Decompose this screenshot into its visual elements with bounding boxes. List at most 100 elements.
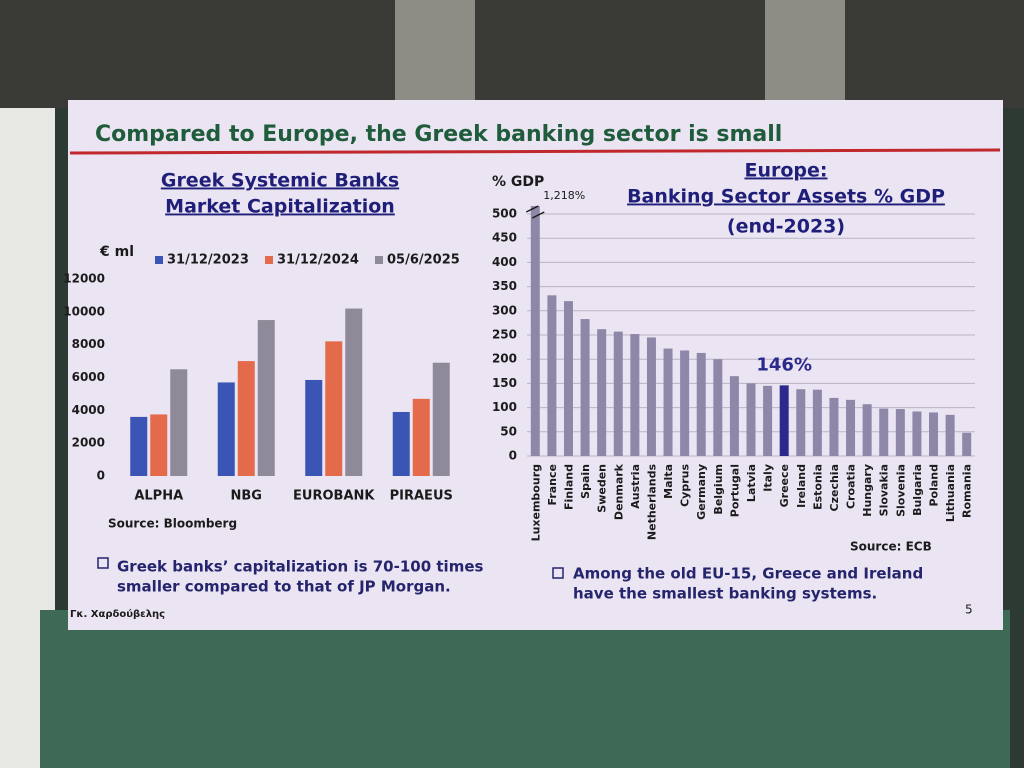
legend-label: 31/12/2023: [167, 253, 249, 268]
bar: [846, 399, 856, 456]
bar: [862, 404, 872, 456]
x-tick-label: France: [546, 464, 559, 505]
x-tick-label: Finland: [562, 464, 575, 510]
bar: [412, 398, 430, 476]
x-tick-label: NBG: [231, 489, 262, 504]
bar: [613, 331, 623, 456]
bar: [763, 385, 773, 456]
x-tick-label: Greece: [778, 464, 791, 507]
x-tick-label: Austria: [629, 464, 642, 509]
bar: [305, 379, 323, 476]
bar: [962, 432, 972, 456]
x-tick-label: Italy: [762, 464, 775, 492]
x-tick-label: Czechia: [828, 464, 841, 511]
x-tick-label: Belgium: [712, 464, 725, 515]
bar: [713, 359, 723, 456]
x-tick-label: Croatia: [845, 464, 858, 509]
bar: [563, 301, 573, 456]
chart-title: Market Capitalization: [165, 196, 395, 218]
bullet: [97, 557, 109, 569]
y-tick-label: 350: [492, 279, 517, 293]
legend-swatch: [265, 256, 273, 264]
axis-break: [525, 205, 539, 213]
bar: [597, 329, 607, 456]
bar: [150, 414, 168, 476]
x-tick-label: Cyprus: [679, 464, 692, 507]
value-label: 146%: [756, 354, 812, 375]
x-tick-label: Ireland: [795, 464, 808, 508]
bar: [325, 341, 343, 476]
note: have the smallest banking systems.: [573, 585, 877, 603]
y-tick-label: 500: [492, 207, 517, 221]
bar: [663, 348, 673, 456]
y-tick-label: 12000: [63, 272, 105, 286]
note: Greek banks’ capitalization is 70-100 ti…: [117, 558, 483, 576]
x-tick-label: Poland: [928, 464, 941, 507]
plot-area: [130, 308, 450, 476]
source: Source: Bloomberg: [108, 517, 237, 531]
x-tick-label: Sweden: [596, 464, 609, 513]
x-tick-label: Denmark: [612, 463, 625, 520]
bar: [945, 414, 955, 456]
y-tick-label: 150: [492, 376, 517, 390]
x-tick-label: Germany: [695, 464, 708, 520]
stage-base: [40, 610, 1010, 768]
chart-title: Greek Systemic Banks: [161, 170, 399, 192]
value-label: 1,218%: [543, 189, 585, 202]
chart-subtitle: (end-2023): [727, 216, 845, 238]
bullet: [552, 567, 564, 579]
building: [0, 0, 1024, 108]
legend-label: 31/12/2024: [277, 253, 359, 268]
bar: [217, 382, 235, 476]
bar: [646, 337, 656, 456]
plot-area: [530, 206, 972, 456]
legend-swatch: [375, 256, 383, 264]
y-tick-label: 450: [492, 231, 517, 245]
y-tick-label: 300: [492, 303, 517, 317]
y-tick-label: 8000: [72, 337, 105, 351]
bar: [170, 369, 188, 476]
slide-title: Compared to Europe, the Greek banking se…: [95, 122, 782, 147]
x-tick-label: PIRAEUS: [390, 489, 453, 504]
bar: [729, 376, 739, 456]
x-tick-label: Spain: [579, 464, 592, 499]
legend-label: 05/6/2025: [387, 253, 460, 268]
bar: [130, 416, 148, 476]
bar: [257, 320, 275, 476]
y-tick-label: 10000: [63, 304, 105, 318]
bar: [779, 385, 789, 456]
bar: [912, 411, 922, 456]
y-tick-label: 200: [492, 352, 517, 366]
x-tick-label: Latvia: [745, 464, 758, 502]
y-tick-label: 250: [492, 328, 517, 342]
page-number: 5: [965, 603, 973, 617]
x-tick-label: Netherlands: [645, 464, 658, 541]
x-tick-label: Romania: [961, 464, 974, 518]
x-tick-label: Lithuania: [944, 464, 957, 522]
bar: [392, 411, 410, 476]
y-tick-label: 400: [492, 255, 517, 269]
y-tick-label: 100: [492, 400, 517, 414]
axis-break: [531, 211, 545, 219]
bar: [237, 361, 255, 476]
x-tick-label: Portugal: [728, 464, 741, 517]
bar: [812, 389, 822, 456]
bar: [879, 408, 889, 456]
bar: [630, 334, 640, 456]
legend-swatch: [155, 256, 163, 264]
column: [765, 0, 845, 100]
bar: [680, 350, 690, 456]
chart-title: Europe:: [744, 160, 827, 182]
bar: [746, 383, 756, 456]
title-rule: [69, 148, 1001, 155]
y-axis-label: % GDP: [492, 174, 544, 190]
bar: [580, 319, 590, 456]
bar: [796, 389, 806, 456]
bar: [345, 308, 363, 476]
y-tick-label: 6000: [72, 370, 105, 384]
x-tick-label: EUROBANK: [293, 489, 375, 504]
y-tick-label: 50: [500, 424, 517, 438]
y-axis-label: € ml: [99, 244, 134, 260]
bar: [432, 362, 450, 476]
note: Among the old EU-15, Greece and Ireland: [573, 565, 923, 583]
